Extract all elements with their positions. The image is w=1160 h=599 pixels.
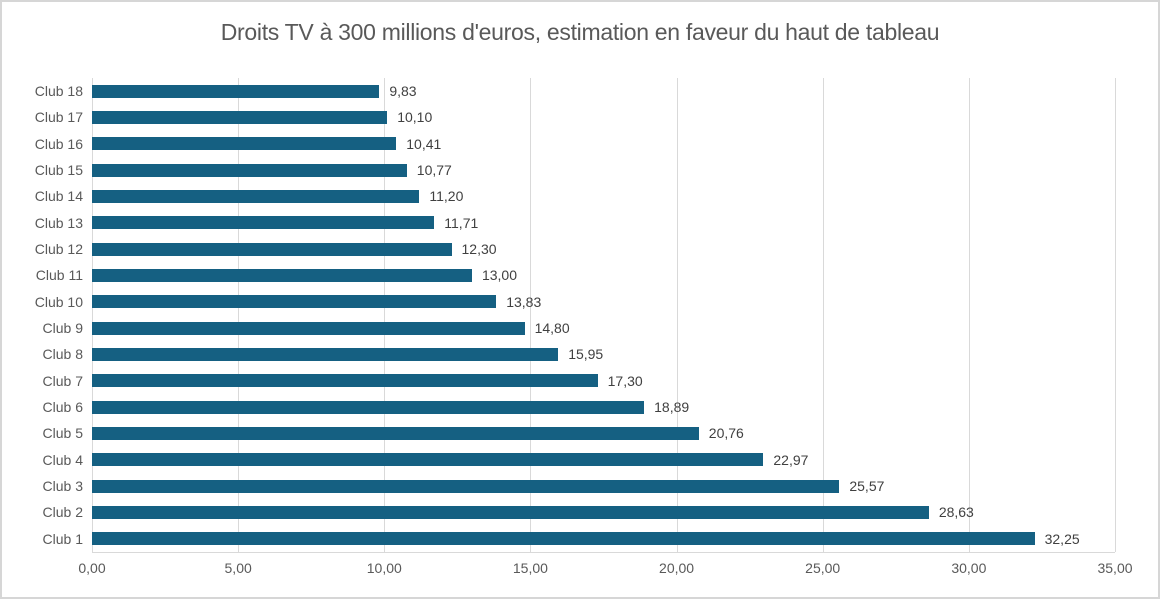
bar <box>92 400 645 414</box>
x-tick-label: 5,00 <box>224 560 252 576</box>
value-label: 13,00 <box>481 267 518 284</box>
category-label: Club 3 <box>42 478 83 495</box>
bar <box>92 374 598 388</box>
bar <box>92 426 699 440</box>
gridline <box>822 78 824 552</box>
value-label: 20,76 <box>708 425 744 442</box>
bar-row: Club 7 17,30 <box>43 368 1115 394</box>
bar <box>92 505 929 519</box>
x-tick-label: 10,00 <box>366 560 402 576</box>
bar-row: Club 4 22,97 <box>43 447 1115 473</box>
bar <box>92 110 388 124</box>
value-label: 10,41 <box>406 135 442 152</box>
bar-row: Club 6 18,89 <box>43 394 1115 420</box>
gridline <box>92 78 93 552</box>
category-label: Club 6 <box>42 399 83 416</box>
value-label: 28,63 <box>938 504 974 521</box>
value-label: 25,57 <box>849 478 885 495</box>
bar-row: Club 18 9,83 <box>35 78 1115 104</box>
plot-area: Club 18 9,83 Club 17 10,10 Club 16 10,41 Club … <box>35 78 1116 553</box>
bar-row: Club 5 20,76 <box>43 420 1115 446</box>
gridline <box>1115 78 1116 552</box>
bar <box>92 268 472 282</box>
bar <box>92 189 420 203</box>
value-label: 10,77 <box>416 162 452 179</box>
value-label: 10,10 <box>397 109 433 126</box>
bar <box>92 321 525 335</box>
value-label: 32,25 <box>1044 530 1080 547</box>
bar <box>92 216 435 230</box>
x-axis-line <box>92 552 1115 553</box>
gridline <box>676 78 678 552</box>
value-label: 11,20 <box>429 188 464 205</box>
bar-row: Club 3 25,57 <box>43 473 1115 499</box>
category-label: Club 18 <box>34 83 83 100</box>
bar-row: Club 1 32,25 <box>43 526 1115 552</box>
bar <box>92 163 407 177</box>
x-tick-label: 35,00 <box>1097 560 1133 576</box>
bar-row: Club 13 11,71 <box>35 210 1115 236</box>
value-label: 14,80 <box>534 320 570 337</box>
gridline <box>968 78 970 552</box>
bar-row: Club 9 14,80 <box>43 315 1115 341</box>
bar <box>92 347 559 361</box>
category-label: Club 10 <box>34 293 83 310</box>
category-label: Club 16 <box>34 135 83 152</box>
x-tick-label: 25,00 <box>805 560 841 576</box>
x-tick-label: 20,00 <box>659 560 695 576</box>
bar-row: Club 17 10,10 <box>35 104 1115 130</box>
category-label: Club 13 <box>34 214 83 231</box>
bar <box>92 479 840 493</box>
category-label: Club 15 <box>34 162 83 179</box>
category-label: Club 5 <box>42 425 83 442</box>
category-label: Club 4 <box>42 451 83 468</box>
bar-row: Club 2 28,63 <box>43 499 1115 525</box>
bar <box>92 242 452 256</box>
category-label: Club 11 <box>35 267 83 284</box>
category-label: Club 8 <box>42 346 83 363</box>
category-label: Club 9 <box>42 320 83 337</box>
gridline <box>238 78 240 552</box>
value-label: 13,83 <box>506 293 542 310</box>
bar-row: Club 14 11,20 <box>35 183 1115 209</box>
bar-row: Club 12 12,30 <box>35 236 1115 262</box>
category-label: Club 17 <box>34 109 83 126</box>
category-label: Club 12 <box>34 241 83 258</box>
x-tick-label: 0,00 <box>78 560 106 576</box>
value-label: 17,30 <box>607 372 643 389</box>
gridline <box>384 78 386 552</box>
chart-title: Droits TV à 300 millions d'euros, estima… <box>220 19 940 45</box>
value-label: 22,97 <box>773 451 809 468</box>
x-axis-tick-labels: 0,00 5,00 10,00 15,00 20,00 25,00 30,00 35,00 <box>78 560 1132 580</box>
bar-row: Club 15 10,77 <box>35 157 1115 183</box>
category-label: Club 14 <box>34 188 83 205</box>
bar-row: Club 11 13,00 <box>36 262 1115 288</box>
bar <box>92 84 380 98</box>
bar <box>92 137 397 151</box>
value-label: 18,89 <box>654 399 690 416</box>
bar <box>92 453 764 467</box>
gridline <box>530 78 532 552</box>
value-label: 12,30 <box>461 241 497 258</box>
bar <box>92 295 497 309</box>
bar <box>92 532 1035 546</box>
bar-row: Club 16 10,41 <box>35 131 1115 157</box>
bar-row: Club 10 13,83 <box>35 289 1115 315</box>
category-label: Club 1 <box>42 530 83 547</box>
value-label: 9,83 <box>389 83 417 100</box>
value-label: 11,71 <box>444 214 479 231</box>
x-tick-label: 15,00 <box>512 560 548 576</box>
category-label: Club 7 <box>42 372 83 389</box>
category-label: Club 2 <box>42 504 83 521</box>
bar-row: Club 8 15,95 <box>43 341 1115 367</box>
x-tick-label: 30,00 <box>951 560 987 576</box>
value-label: 15,95 <box>568 346 604 363</box>
